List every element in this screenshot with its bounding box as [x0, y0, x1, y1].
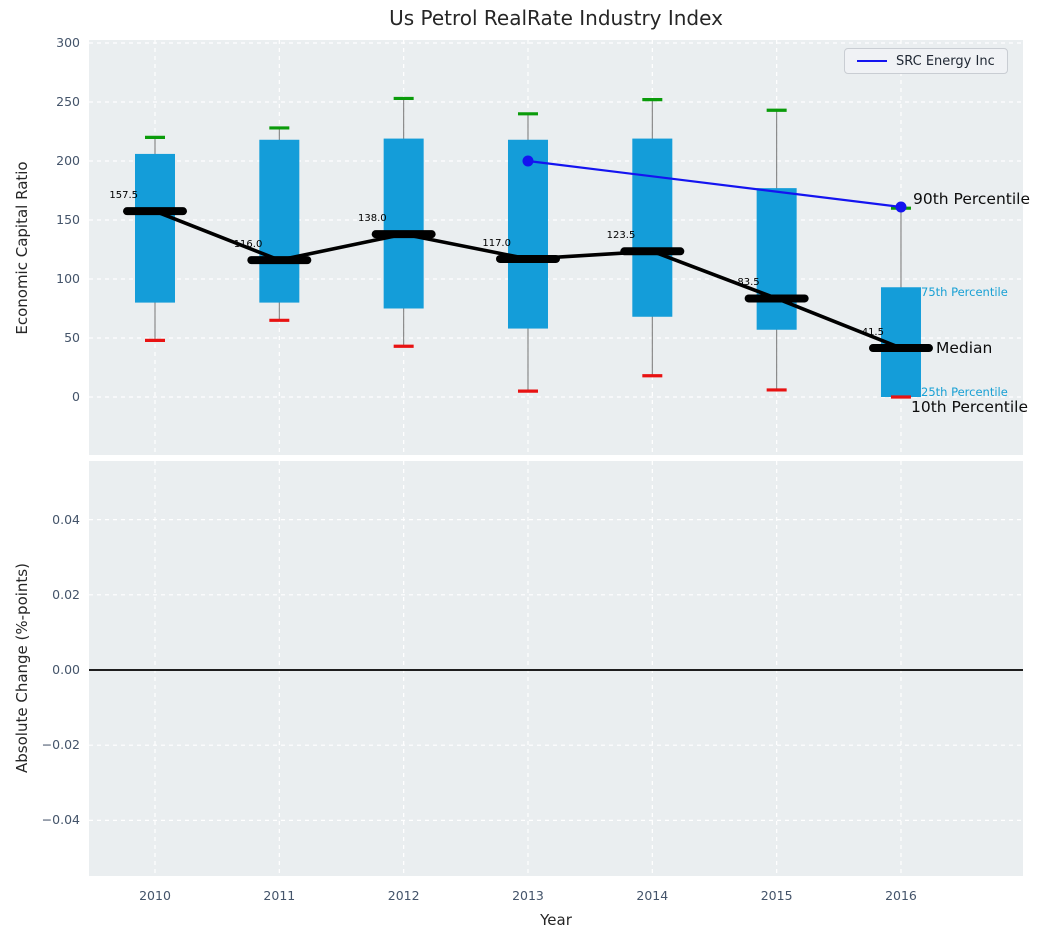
ytick-bottom-0.00: 0.00 [20, 661, 80, 679]
ytick-bottom-−0.04: −0.04 [20, 811, 80, 829]
figure: Us Petrol RealRate Industry Index Econom… [0, 0, 1049, 942]
median-value-label-2012: 138.0 [315, 212, 387, 226]
median-value-label-2014: 123.5 [563, 229, 635, 243]
ytick-top-0: 0 [30, 388, 80, 406]
median-value-label-2015: 83.5 [688, 276, 760, 290]
y-axis-label-top: Economic Capital Ratio [13, 38, 31, 458]
box-2012 [384, 139, 424, 309]
box-2013 [508, 140, 548, 329]
ytick-top-50: 50 [30, 329, 80, 347]
ytick-top-250: 250 [30, 93, 80, 111]
ytick-top-200: 200 [30, 152, 80, 170]
ytick-top-300: 300 [30, 34, 80, 52]
xtick-2016: 2016 [871, 887, 931, 905]
annotation-10th-percentile: 10th Percentile [911, 398, 1028, 416]
legend: SRC Energy Inc [844, 48, 1008, 74]
annotation-25th-percentile: 25th Percentile [921, 385, 1008, 399]
box-2011 [259, 140, 299, 303]
ytick-top-150: 150 [30, 211, 80, 229]
xtick-2010: 2010 [125, 887, 185, 905]
annotation-75th-percentile: 75th Percentile [921, 285, 1008, 299]
box-2014 [632, 139, 672, 317]
median-value-label-2010: 157.5 [66, 189, 138, 203]
src-energy-point-2016 [895, 202, 906, 213]
ytick-top-100: 100 [30, 270, 80, 288]
bottom-axes-background [89, 461, 1023, 876]
ytick-bottom-0.04: 0.04 [20, 511, 80, 529]
xtick-2011: 2011 [249, 887, 309, 905]
src-energy-point-2013 [522, 156, 533, 167]
chart-canvas [0, 0, 1049, 942]
xtick-2013: 2013 [498, 887, 558, 905]
xtick-2012: 2012 [374, 887, 434, 905]
legend-label: SRC Energy Inc [896, 54, 995, 69]
ytick-bottom-−0.02: −0.02 [20, 736, 80, 754]
median-value-label-2016: 41.5 [812, 326, 884, 340]
legend-line-swatch [857, 60, 887, 62]
annotation-90th-percentile: 90th Percentile [913, 190, 1030, 208]
box-2010 [135, 154, 175, 303]
xtick-2015: 2015 [747, 887, 807, 905]
median-value-label-2011: 116.0 [190, 238, 262, 252]
xtick-2014: 2014 [622, 887, 682, 905]
ytick-bottom-0.02: 0.02 [20, 586, 80, 604]
x-axis-label: Year [89, 911, 1023, 929]
annotation-median: Median [936, 339, 992, 357]
box-2015 [757, 188, 797, 330]
chart-title: Us Petrol RealRate Industry Index [89, 6, 1023, 30]
median-value-label-2013: 117.0 [439, 237, 511, 251]
